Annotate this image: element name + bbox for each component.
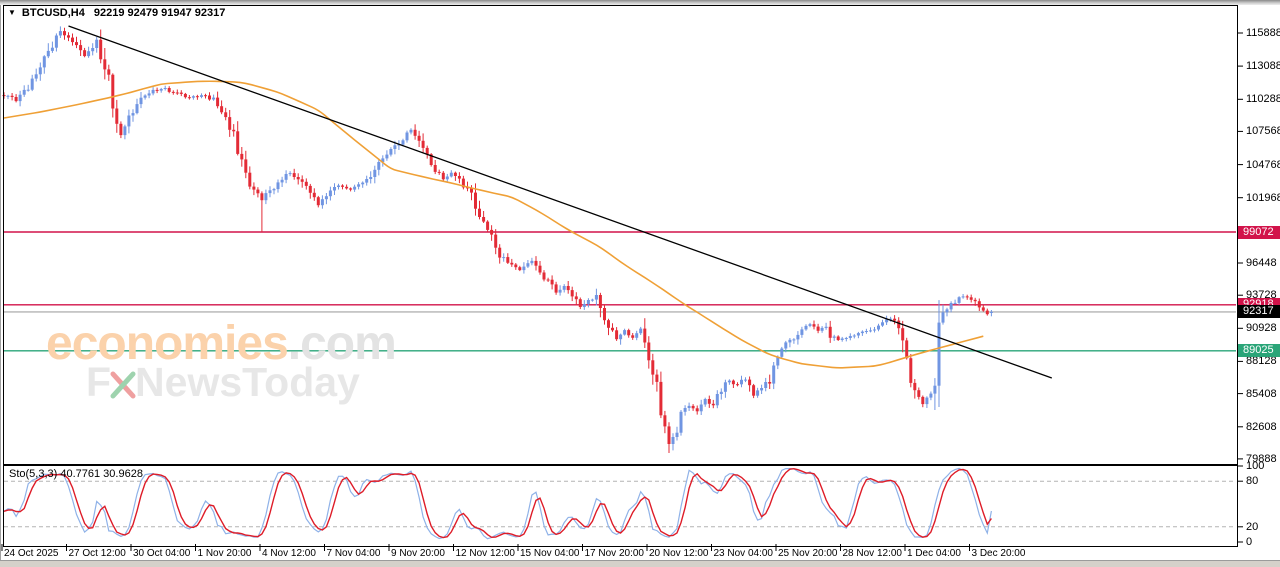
fx-cross-icon: [110, 371, 136, 399]
descending-trendline[interactable]: [68, 25, 1053, 379]
indicator-pane-separator: [3, 464, 1238, 466]
watermark-brand-text: economies: [46, 317, 289, 370]
indicator-label: Sto(5,3,3) 40.7761 30.9628: [9, 468, 143, 480]
moving-average-line: [3, 80, 984, 369]
watermark-subbrand-line: F NewsToday: [86, 362, 396, 403]
plot-border-right: [1237, 5, 1238, 546]
watermark-brand-line: economies.com: [46, 317, 397, 370]
window-left-border: [0, 5, 1, 561]
symbol-period-label: BTCUSD,H4: [21, 7, 85, 19]
plot-border-left: [3, 5, 4, 546]
stochastic-signal-line: [3, 467, 992, 539]
symbol-dropdown-icon[interactable]: ▼: [8, 8, 16, 17]
plot-border-top: [3, 5, 1238, 6]
plot-border-bottom: [3, 546, 1238, 547]
chart-title: ▼ BTCUSD,H4 92219 92479 91947 92317: [8, 7, 225, 19]
watermark-sub-suffix: NewsToday: [135, 359, 360, 405]
candlestick-series: [2, 26, 993, 453]
ohlc-readout: 92219 92479 91947 92317: [93, 7, 226, 19]
watermark-sub-prefix: F: [86, 359, 112, 405]
window-top-border: [0, 0, 1280, 5]
watermark: economies.com F NewsToday: [46, 317, 397, 403]
window-bottom-strip: [0, 560, 1280, 567]
watermark-brand-suffix: .com: [287, 317, 397, 370]
stochastic-main-line: [3, 467, 992, 540]
